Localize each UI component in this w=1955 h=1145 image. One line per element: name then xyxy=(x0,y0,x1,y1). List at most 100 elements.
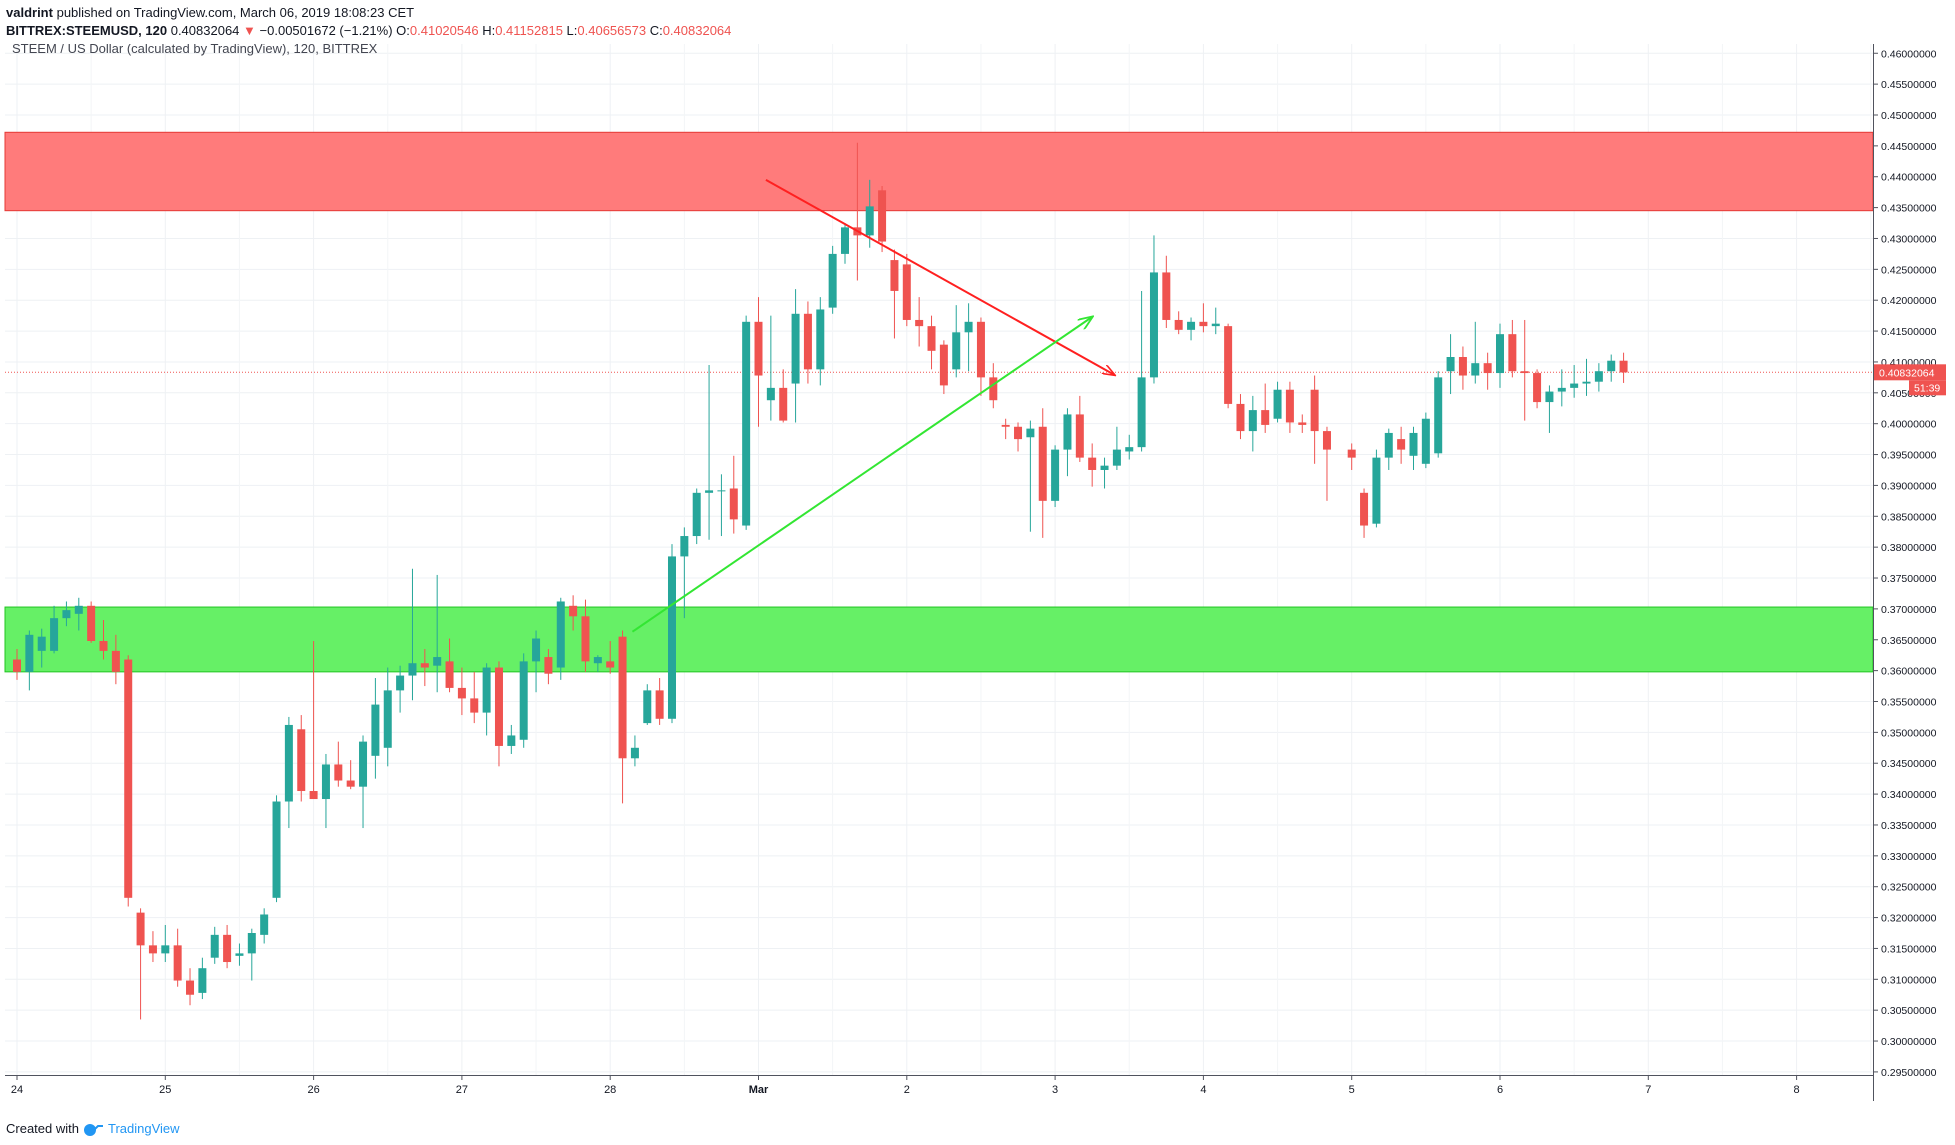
candle xyxy=(878,185,887,253)
candle xyxy=(396,665,405,713)
candle-body xyxy=(1458,357,1467,376)
candle-body xyxy=(1273,389,1282,419)
candle xyxy=(569,595,578,631)
candle xyxy=(667,544,676,724)
candle-body xyxy=(1075,414,1084,458)
candle xyxy=(284,716,293,829)
candle-body xyxy=(1125,447,1134,452)
time-axis[interactable]: 24 25 26 27 28 Mar 2 3 4 5 6 7 8 xyxy=(11,1075,1800,1096)
candle-body xyxy=(507,735,516,746)
candle-body xyxy=(470,698,479,713)
price-chart[interactable]: STEEM / US Dollar (calculated by Trading… xyxy=(0,44,1955,1117)
candle-body xyxy=(186,980,195,995)
candle xyxy=(1026,420,1035,532)
candle xyxy=(1458,346,1467,390)
candle xyxy=(1038,408,1047,538)
candle-body xyxy=(396,675,405,691)
price-tick-label: 0.35500000 xyxy=(1881,696,1937,708)
candle xyxy=(99,620,108,660)
candle xyxy=(148,931,157,963)
candle-body xyxy=(1038,426,1047,501)
price-tick-label: 0.39000000 xyxy=(1881,480,1937,492)
candle-body xyxy=(927,326,936,351)
candle xyxy=(1520,319,1529,421)
candle-body xyxy=(482,667,491,713)
candle xyxy=(939,340,948,395)
chart-frame xyxy=(5,44,1874,1101)
price-tick-label: 0.34500000 xyxy=(1881,758,1937,770)
tradingview-brand[interactable]: TradingView xyxy=(108,1121,180,1136)
last-value: 0.40832064 xyxy=(170,23,240,38)
support-zone xyxy=(4,606,1874,673)
ascending-trendline[interactable] xyxy=(631,317,1092,633)
candle xyxy=(247,928,256,981)
high-label: H: xyxy=(482,23,496,38)
candle-body xyxy=(99,640,108,651)
candle-body xyxy=(1162,272,1171,320)
price-axis[interactable]: 0.46000000 0.45500000 0.45000000 0.44500000… xyxy=(1873,48,1937,1079)
candle xyxy=(791,289,800,423)
candle xyxy=(1236,394,1245,440)
candle-body xyxy=(828,253,837,308)
candle xyxy=(346,760,355,790)
candle-body xyxy=(717,490,726,492)
candle xyxy=(321,753,330,829)
candle xyxy=(927,315,936,370)
price-tick-label: 0.36500000 xyxy=(1881,635,1937,647)
candle-body xyxy=(408,663,417,676)
price-tick-label: 0.31500000 xyxy=(1881,943,1937,955)
price-tick-label: 0.40000000 xyxy=(1881,419,1937,431)
candle-body xyxy=(532,638,541,662)
candle xyxy=(383,667,392,767)
candle-body xyxy=(890,260,899,291)
candle-body xyxy=(1409,432,1418,456)
candle-body xyxy=(1496,334,1504,374)
price-zones xyxy=(4,131,1874,673)
price-tick-label: 0.45500000 xyxy=(1881,79,1937,91)
candle xyxy=(1421,412,1430,469)
author-name[interactable]: valdrint xyxy=(6,5,53,20)
candle xyxy=(976,317,985,396)
candle-body xyxy=(1372,457,1381,524)
candle xyxy=(111,634,120,685)
chart-title: STEEM / US Dollar (calculated by Trading… xyxy=(12,44,378,56)
candle-body xyxy=(13,659,21,672)
candle-body xyxy=(581,616,590,662)
time-tick-label: 7 xyxy=(1645,1084,1651,1096)
price-tick-label: 0.44000000 xyxy=(1881,172,1937,184)
candle xyxy=(1285,381,1294,433)
candle-body xyxy=(1446,357,1455,372)
price-tick-label: 0.41500000 xyxy=(1881,326,1937,338)
price-tick-label: 0.35000000 xyxy=(1881,727,1937,739)
candle xyxy=(420,649,429,687)
candle-body xyxy=(1508,334,1517,372)
candle-body xyxy=(235,953,244,956)
time-tick-label: 26 xyxy=(307,1084,319,1096)
candle-body xyxy=(618,636,627,759)
candle xyxy=(62,601,71,627)
candle-body xyxy=(593,657,602,664)
candle-body xyxy=(1619,360,1628,373)
tradingview-logo-icon[interactable] xyxy=(83,1123,105,1137)
candle xyxy=(235,943,244,966)
candle-body xyxy=(433,657,442,666)
candle-body xyxy=(1001,424,1010,427)
candle-body xyxy=(655,690,664,719)
candle-body xyxy=(952,332,961,370)
candle xyxy=(161,924,170,963)
candle xyxy=(754,297,763,427)
change-value: −0.00501672 (−1.21%) xyxy=(259,23,393,38)
candle xyxy=(544,649,553,685)
candle xyxy=(1545,385,1554,433)
candle-body xyxy=(1063,414,1072,450)
candle-body xyxy=(111,650,120,672)
time-tick-label: 8 xyxy=(1794,1084,1800,1096)
candle-body xyxy=(680,536,689,557)
trend-lines[interactable] xyxy=(631,178,1114,633)
candle-body xyxy=(519,661,528,740)
candle-body xyxy=(1594,371,1603,382)
candle xyxy=(1248,395,1257,452)
candle xyxy=(1088,443,1097,487)
candle xyxy=(482,663,491,736)
candle xyxy=(643,684,652,725)
